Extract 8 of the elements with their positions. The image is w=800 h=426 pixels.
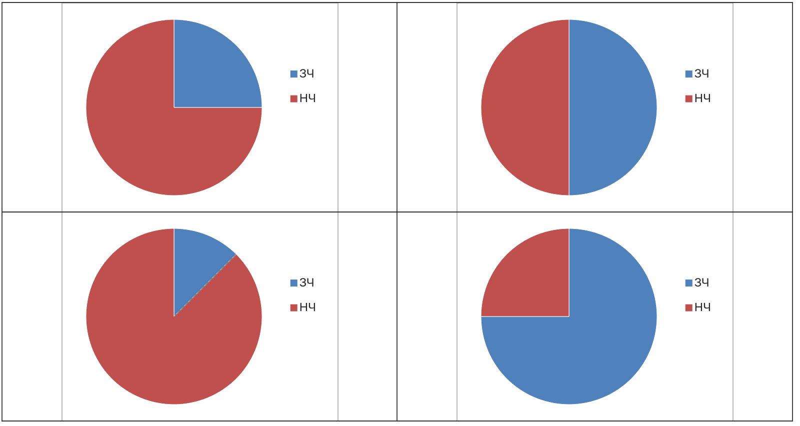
legend-label: ЗЧ — [300, 278, 314, 287]
legend-label: НЧ — [695, 302, 710, 312]
legend-label: ЗЧ — [694, 69, 708, 78]
legend-label: ЗЧ — [300, 69, 314, 78]
legend-label: НЧ — [300, 94, 315, 102]
legend-label: НЧ — [300, 302, 315, 312]
legend-label: НЧ — [695, 94, 710, 102]
legend-label: ЗЧ — [694, 278, 708, 287]
